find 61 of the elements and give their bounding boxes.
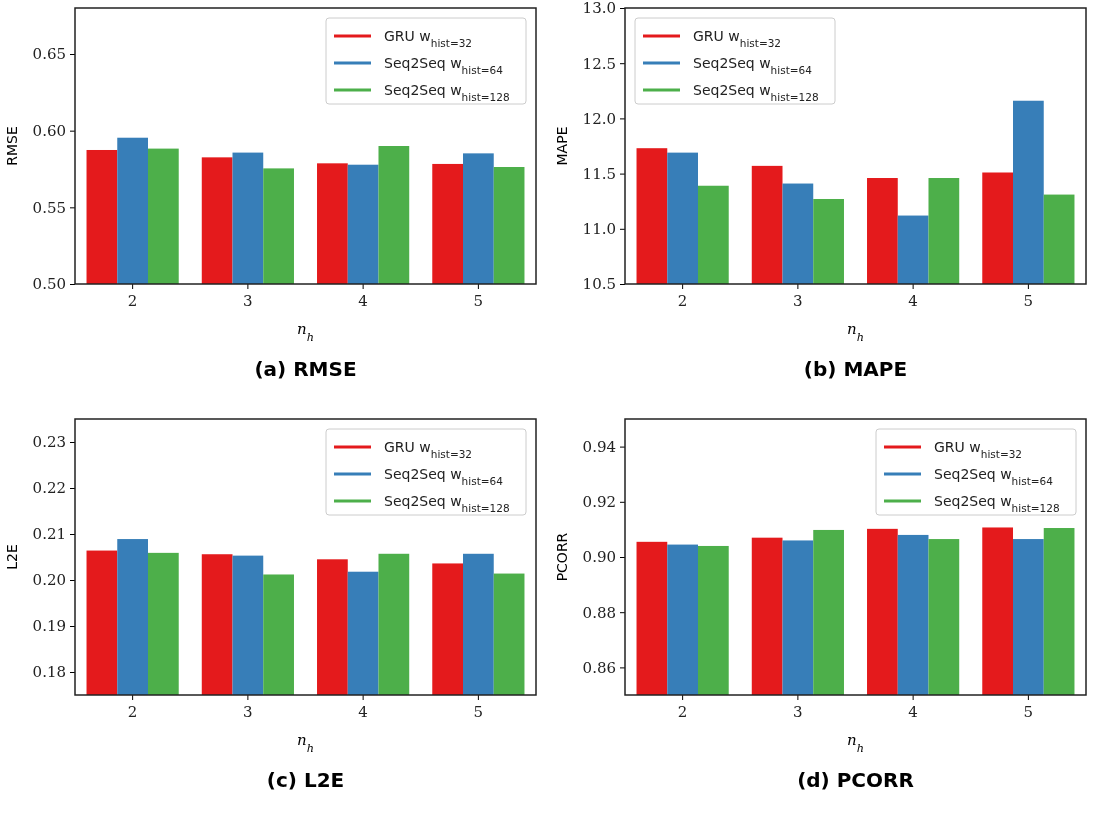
y-tick-label: 0.60 [32, 121, 66, 140]
y-tick-label: 0.86 [582, 658, 616, 677]
legend-label: Seq2Seq w$_{hist=64}$ [384, 55, 504, 76]
y-tick-label: 11.5 [582, 164, 616, 183]
y-tick-label: 0.65 [32, 45, 66, 64]
legend-label: Seq2Seq w$_{hist=128}$ [384, 493, 510, 514]
x-tick-label: 4 [358, 702, 368, 721]
x-tick-label: 5 [1023, 702, 1034, 721]
y-tick-label: 0.21 [32, 525, 66, 544]
legend-label: Seq2Seq w$_{hist=64}$ [934, 466, 1054, 487]
x-tick-label: 5 [1023, 291, 1034, 310]
x-tick-label: 2 [677, 291, 688, 310]
y-tick-label: 13.0 [582, 0, 616, 18]
x-tick-label: 4 [908, 702, 918, 721]
x-tick-label: 3 [793, 702, 803, 721]
y-tick-label: 0.23 [32, 433, 66, 452]
legend-label: Seq2Seq w$_{hist=128}$ [934, 493, 1060, 514]
legend-label: GRU w$_{hist=32}$ [384, 28, 473, 49]
y-tick-label: 12.5 [582, 54, 616, 73]
y-tick-label: 0.19 [32, 617, 66, 636]
y-tick-label: 0.50 [32, 275, 66, 294]
x-axis-title: n$_{h}$ [297, 731, 314, 755]
legend-label: Seq2Seq w$_{hist=128}$ [384, 82, 510, 103]
y-tick-label: 0.90 [582, 548, 616, 567]
x-tick-label: 2 [127, 702, 138, 721]
y-tick-label: 10.5 [582, 275, 616, 294]
text: (d) PCORR [797, 768, 914, 792]
x-tick-label: 5 [473, 702, 484, 721]
text: (b) MAPE [803, 357, 908, 381]
y-tick-label: 0.20 [32, 571, 66, 590]
text: (c) L2E [266, 768, 345, 792]
x-tick-label: 2 [677, 702, 688, 721]
x-tick-label: 3 [243, 291, 253, 310]
x-axis-title: n$_{h}$ [847, 731, 864, 755]
x-axis-title: n$_{h}$ [847, 320, 864, 344]
y-axis-title: L2E [4, 544, 20, 570]
legend-label: GRU w$_{hist=32}$ [693, 28, 782, 49]
legend-label: GRU w$_{hist=32}$ [934, 439, 1023, 460]
text: (a) RMSE [254, 357, 357, 381]
y-axis-title: MAPE [554, 126, 570, 166]
x-tick-label: 2 [127, 291, 138, 310]
y-tick-label: 0.55 [32, 198, 66, 217]
y-tick-label: 0.88 [582, 603, 616, 622]
legend-label: Seq2Seq w$_{hist=64}$ [693, 55, 813, 76]
x-tick-label: 4 [908, 291, 918, 310]
y-tick-label: 0.18 [32, 663, 66, 682]
x-axis-title: n$_{h}$ [297, 320, 314, 344]
y-tick-label: 0.92 [582, 493, 616, 512]
legend-label: GRU w$_{hist=32}$ [384, 439, 473, 460]
y-tick-label: 11.0 [582, 220, 616, 239]
y-tick-label: 0.94 [582, 437, 616, 456]
x-tick-label: 5 [473, 291, 484, 310]
x-tick-label: 3 [243, 702, 253, 721]
y-axis-title: PCORR [554, 532, 570, 582]
legend-label: Seq2Seq w$_{hist=64}$ [384, 466, 504, 487]
y-tick-label: 0.22 [32, 479, 66, 498]
legend-label: Seq2Seq w$_{hist=128}$ [693, 82, 819, 103]
y-axis-title: RMSE [4, 126, 20, 166]
x-tick-label: 4 [358, 291, 368, 310]
y-tick-label: 12.0 [582, 109, 616, 128]
x-tick-label: 3 [793, 291, 803, 310]
